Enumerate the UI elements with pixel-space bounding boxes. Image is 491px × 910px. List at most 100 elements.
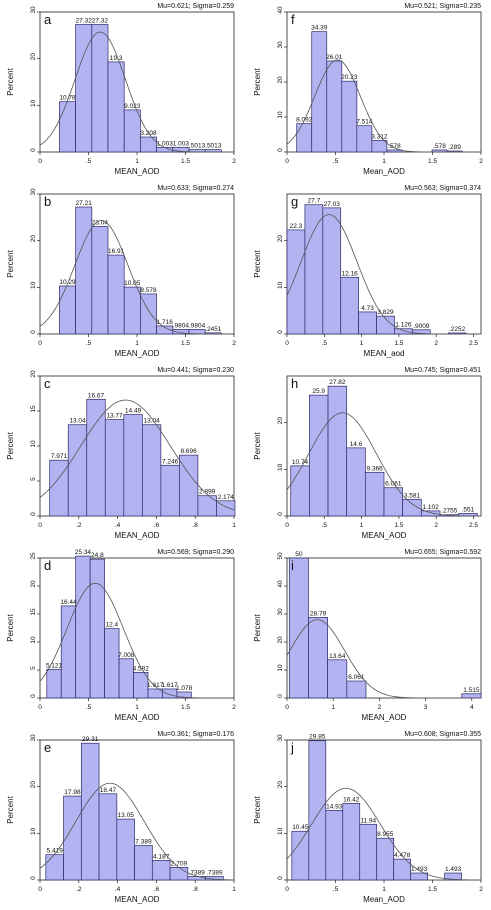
- y-tick-label: 20: [277, 781, 284, 789]
- panel-letter: g: [291, 194, 298, 209]
- y-tick-label: 0: [30, 512, 37, 516]
- normal-curve: [286, 619, 481, 699]
- histogram-bar: [118, 658, 134, 699]
- bar-data-label: 1.126: [395, 322, 412, 329]
- x-tick-label: 1: [232, 886, 236, 893]
- stats-label: Mu=0.521; Sigma=0.235: [404, 3, 481, 10]
- bar-data-label: 3.581: [404, 492, 421, 499]
- stats-label: Mu=0.633; Sigma=0.274: [157, 185, 234, 192]
- panel-letter: e: [44, 740, 51, 755]
- bar-data-label: 26.01: [326, 54, 343, 61]
- bar-data-label: 1.493: [411, 866, 428, 873]
- bar-data-label: 12.16: [342, 270, 359, 277]
- y-tick-label: 20: [30, 781, 37, 789]
- bar-data-label: 28.79: [310, 610, 327, 617]
- histogram-bar: [376, 837, 395, 881]
- bar-data-label: 16.44: [60, 599, 77, 606]
- x-tick-label: .5: [322, 522, 328, 529]
- bar-data-label: 3.312: [371, 133, 388, 140]
- bar-data-label: 25.9: [312, 388, 325, 395]
- bar-data-label: 5.419: [47, 848, 64, 855]
- x-tick-label: 1.5: [181, 158, 190, 165]
- x-tick-label: 1.5: [394, 522, 403, 529]
- histogram-bar: [179, 454, 199, 517]
- histogram-bar: [342, 803, 361, 881]
- histogram-bar: [376, 315, 395, 335]
- histogram-bar: [356, 125, 373, 153]
- normal-curve: [286, 214, 481, 335]
- x-tick-label: 1: [135, 704, 139, 711]
- panel-e: 5.419 17.98 29.31 18.47 13.05 7.3894.1872.709…: [6, 731, 236, 904]
- x-tick-label: .4: [115, 522, 121, 529]
- histogram-bar: [98, 793, 118, 881]
- histogram-bar: [325, 809, 344, 881]
- y-tick-label: 10: [277, 463, 284, 471]
- bar-data-label: .9804: [189, 322, 206, 329]
- histogram-bar: [286, 229, 306, 335]
- bar-data-label: 18.47: [100, 787, 117, 794]
- x-tick-label: 1: [382, 158, 386, 165]
- bar-data-label: .5013: [189, 143, 206, 150]
- x-axis-title: MEAN_AOD: [362, 713, 407, 722]
- bar-data-label: .2755: [441, 508, 458, 515]
- y-tick-label: 25: [30, 552, 37, 560]
- bar-data-label: 10.74: [292, 459, 309, 466]
- x-tick-label: .5: [86, 704, 92, 711]
- x-tick-label: 3: [424, 704, 428, 711]
- x-tick-label: 0: [38, 886, 42, 893]
- histogram-bar: [123, 414, 143, 517]
- histogram-bar: [60, 605, 77, 699]
- y-tick-label: 10: [30, 827, 37, 835]
- x-tick-label: 1.5: [428, 158, 437, 165]
- histogram-bar: [169, 867, 189, 881]
- x-tick-label: .8: [192, 522, 198, 529]
- normal-curve: [286, 59, 481, 153]
- bar-data-label: 19.3: [110, 55, 123, 62]
- bar-data-label: .578: [433, 143, 446, 150]
- bar-data-label: 7.008: [118, 652, 135, 659]
- histogram-bar: [346, 447, 366, 517]
- bar-data-label: 4.73: [361, 305, 374, 312]
- y-tick-label: 20: [277, 636, 284, 644]
- bar-data-label: 2.899: [199, 489, 216, 496]
- histogram-bar: [134, 845, 153, 881]
- panel-letter: b: [44, 194, 51, 209]
- x-tick-label: 1.5: [181, 340, 190, 347]
- bar-data-label: .2451: [205, 326, 222, 333]
- y-tick-label: 10: [30, 636, 37, 644]
- x-axis-title: MEAN_AOD: [115, 713, 160, 722]
- x-tick-label: 1.5: [394, 340, 403, 347]
- histogram-bar: [123, 286, 141, 335]
- panel-c: 7.97113.0416.6713.7714.4913.047.2468.696…: [6, 367, 236, 540]
- panel-letter: c: [44, 376, 51, 391]
- bar-data-label: 13.64: [329, 653, 346, 660]
- histogram-bar: [91, 24, 109, 153]
- y-axis-title: Percent: [253, 613, 262, 641]
- normal-curve: [286, 412, 482, 517]
- histogram-bar: [461, 693, 482, 699]
- histogram-bar: [86, 398, 106, 517]
- histogram-bar: [359, 823, 378, 881]
- y-axis-title: Percent: [253, 249, 262, 277]
- x-tick-label: .6: [154, 886, 160, 893]
- panel-h: 10.74 25.9 27.82 14.6 9.366 6.0613.5811.102.2…: [253, 367, 482, 540]
- x-tick-label: 2: [434, 522, 438, 529]
- histogram-bar: [91, 226, 109, 335]
- bar-data-label: 9.366: [367, 465, 384, 472]
- panel-i: 50 28.79 13.64 6.061 1.515 0 10 20 30 40 50 0 1 2 3 4 ME…: [253, 549, 482, 722]
- histogram-bar: [291, 830, 310, 881]
- y-tick-label: 0: [277, 694, 284, 698]
- x-tick-label: .4: [115, 886, 121, 893]
- y-tick-label: 0: [277, 148, 284, 152]
- histogram-bar: [308, 617, 328, 699]
- y-tick-label: 10: [30, 99, 37, 107]
- panel-letter: a: [44, 12, 52, 27]
- bar-data-label: 13.05: [118, 812, 135, 819]
- x-tick-label: 2: [232, 704, 236, 711]
- y-tick-label: 20: [30, 580, 37, 588]
- y-axis-title: Percent: [253, 431, 262, 459]
- x-tick-label: 0: [38, 158, 42, 165]
- histogram-bar: [394, 328, 413, 335]
- bar-data-label: 16.42: [343, 796, 360, 803]
- y-tick-label: 20: [30, 370, 37, 378]
